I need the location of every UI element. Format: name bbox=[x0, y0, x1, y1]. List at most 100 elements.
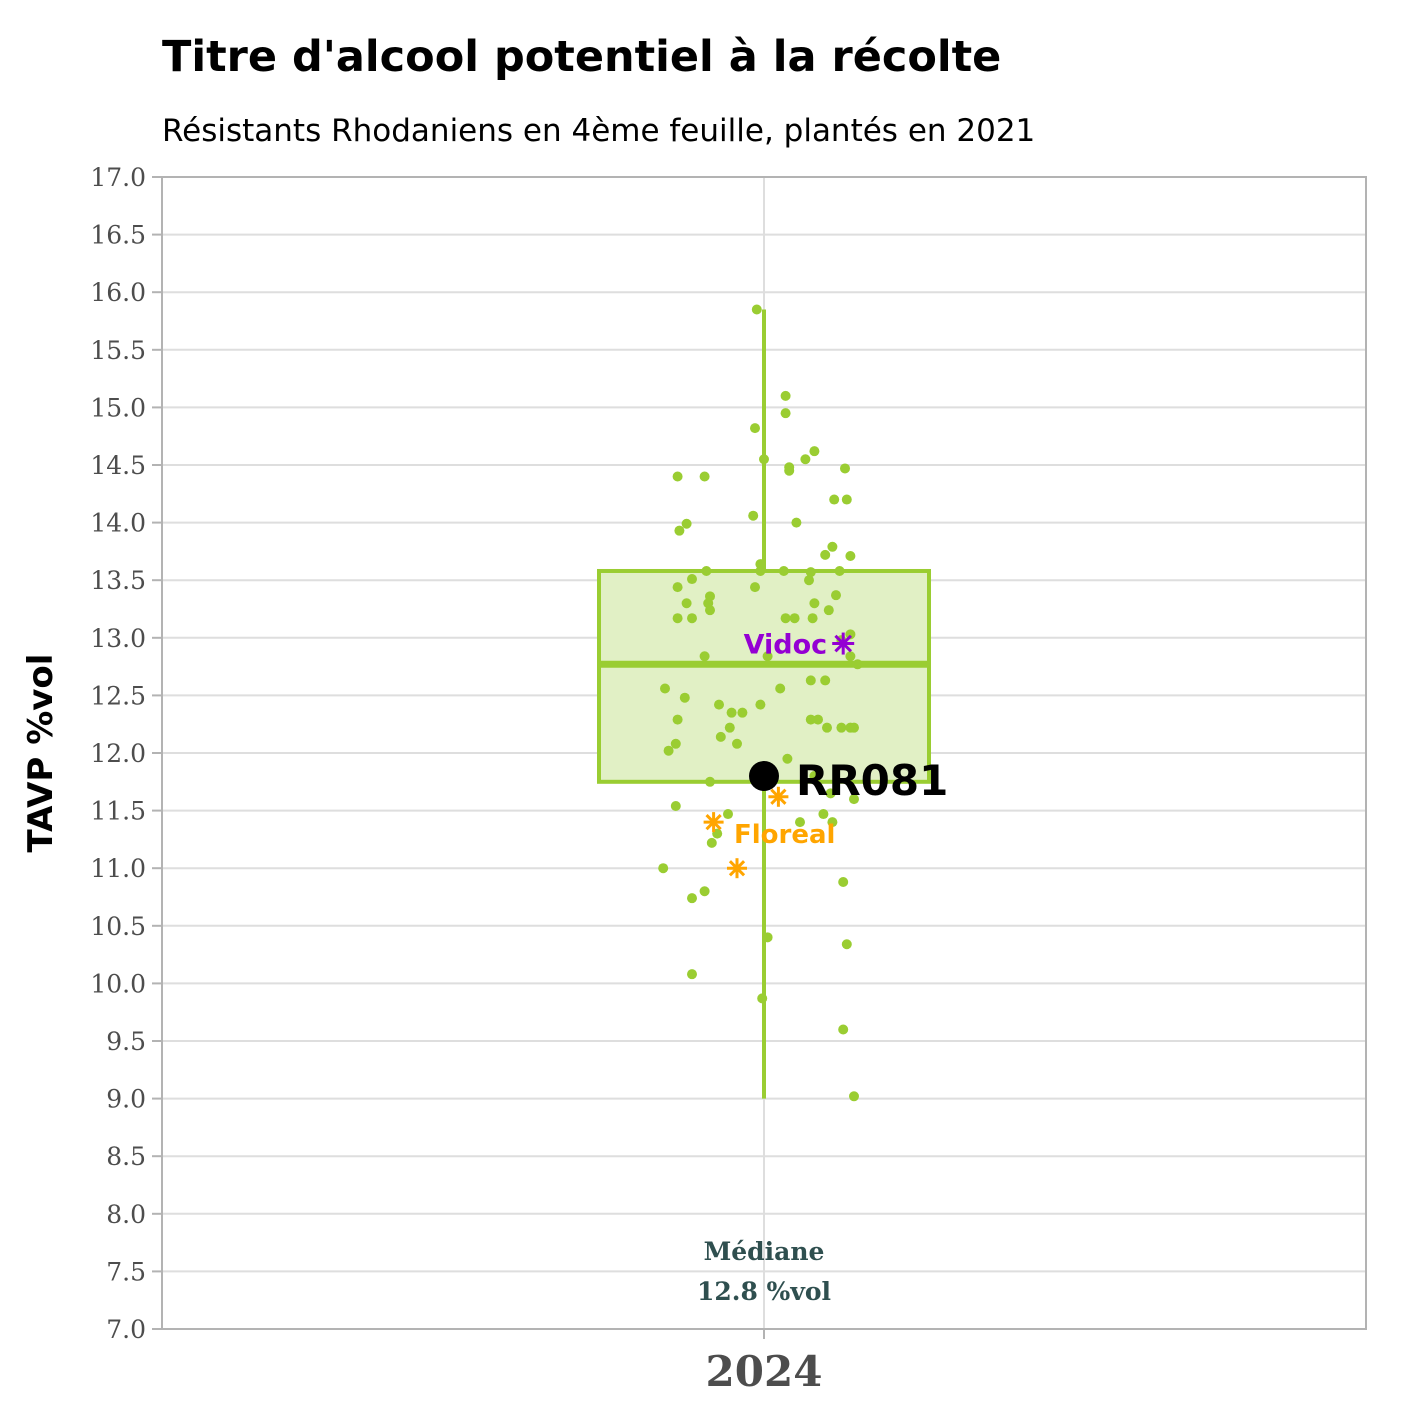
data-point bbox=[672, 471, 683, 482]
y-tick-label: 7.5 bbox=[106, 1257, 146, 1286]
y-tick-label: 10.5 bbox=[90, 912, 146, 941]
data-point bbox=[687, 893, 697, 904]
data-point bbox=[670, 800, 681, 811]
y-tick-label: 16.0 bbox=[90, 278, 146, 307]
data-point bbox=[714, 699, 724, 710]
data-point bbox=[705, 605, 715, 616]
data-point bbox=[672, 613, 683, 624]
vidoc-label: Vidoc bbox=[744, 630, 828, 661]
y-tick-label: 17.0 bbox=[90, 163, 146, 192]
data-point bbox=[681, 598, 692, 609]
x-tick-label: 2024 bbox=[706, 1347, 823, 1396]
highlight-label: RR081 bbox=[796, 756, 948, 805]
data-point bbox=[672, 714, 683, 725]
data-point bbox=[737, 707, 748, 718]
data-point bbox=[705, 776, 715, 787]
median-note-line1: Médiane bbox=[704, 1237, 825, 1266]
data-point bbox=[750, 582, 760, 593]
data-point bbox=[834, 565, 845, 576]
highlight-marker bbox=[749, 761, 779, 792]
data-point bbox=[726, 707, 737, 718]
data-point bbox=[825, 788, 836, 799]
y-tick-label: 9.5 bbox=[106, 1027, 146, 1056]
y-tick-label: 9.0 bbox=[106, 1085, 146, 1114]
data-point bbox=[762, 932, 773, 943]
data-point bbox=[838, 1024, 849, 1035]
data-point bbox=[852, 659, 863, 670]
data-point bbox=[820, 675, 831, 686]
data-point bbox=[818, 809, 829, 820]
data-point bbox=[849, 794, 859, 805]
data-point bbox=[782, 753, 793, 764]
data-point bbox=[807, 613, 818, 624]
data-point bbox=[804, 575, 814, 586]
y-tick-label: 11.0 bbox=[90, 854, 146, 883]
y-tick-label: 12.5 bbox=[90, 681, 146, 710]
data-point bbox=[687, 613, 697, 624]
data-point bbox=[687, 969, 697, 980]
data-point bbox=[674, 525, 685, 536]
data-point bbox=[780, 390, 791, 401]
data-point bbox=[748, 510, 759, 521]
floreal-label: Floreal bbox=[734, 820, 835, 850]
data-point bbox=[757, 993, 768, 1004]
y-tick-label: 8.0 bbox=[106, 1200, 146, 1229]
y-axis: 7.0 7.5 8.0 8.5 9.0 9.5 10.0 10.5 11.0 11.5 12.0 12… bbox=[90, 163, 822, 1396]
data-point bbox=[809, 598, 820, 609]
data-point bbox=[809, 771, 820, 782]
data-point bbox=[762, 651, 773, 662]
data-point bbox=[805, 567, 816, 578]
data-point bbox=[827, 541, 838, 552]
data-point bbox=[805, 714, 816, 725]
y-tick-label: 16.5 bbox=[90, 221, 146, 250]
data-point bbox=[715, 731, 726, 742]
data-point bbox=[800, 454, 811, 465]
chart-subtitle: Résistants Rhodaniens en 4ème feuille, p… bbox=[162, 113, 1036, 149]
data-point bbox=[750, 423, 760, 434]
vidoc-marker bbox=[832, 632, 855, 655]
data-point bbox=[838, 877, 849, 888]
data-point bbox=[849, 722, 859, 733]
data-point bbox=[841, 939, 852, 950]
data-point bbox=[831, 590, 841, 601]
data-point bbox=[840, 463, 850, 474]
y-tick-label: 12.0 bbox=[90, 739, 146, 768]
data-point bbox=[780, 408, 791, 419]
y-tick-label: 7.0 bbox=[106, 1315, 146, 1344]
data-point bbox=[791, 517, 802, 528]
data-point bbox=[841, 494, 852, 505]
data-point bbox=[663, 745, 674, 756]
data-point bbox=[795, 817, 805, 828]
y-tick-label: 8.5 bbox=[106, 1142, 146, 1171]
floreal-marker bbox=[727, 858, 747, 879]
data-point bbox=[706, 837, 717, 848]
floreal-marker bbox=[703, 812, 724, 833]
data-point bbox=[822, 722, 832, 733]
data-point bbox=[660, 683, 670, 694]
data-point bbox=[775, 683, 786, 694]
data-point bbox=[789, 613, 800, 624]
data-point bbox=[755, 559, 766, 570]
y-axis-title: TAVP %vol bbox=[21, 654, 61, 853]
y-tick-label: 13.0 bbox=[90, 624, 146, 653]
data-point bbox=[829, 494, 840, 505]
data-point bbox=[699, 471, 710, 482]
y-tick-label: 11.5 bbox=[90, 797, 146, 826]
data-point bbox=[732, 738, 742, 749]
data-point bbox=[823, 605, 834, 616]
data-point bbox=[755, 565, 766, 576]
data-point bbox=[809, 446, 820, 457]
y-tick-label: 10.0 bbox=[90, 969, 146, 998]
data-point bbox=[813, 714, 823, 725]
data-point bbox=[836, 722, 847, 733]
data-point bbox=[849, 1091, 859, 1102]
data-point bbox=[755, 699, 766, 710]
data-point bbox=[724, 722, 735, 733]
data-point bbox=[701, 565, 712, 576]
median-note-line2: 12.8 %vol bbox=[697, 1277, 831, 1306]
data-point bbox=[845, 651, 856, 662]
y-tick-label: 15.0 bbox=[90, 393, 146, 422]
data-point bbox=[699, 886, 710, 897]
data-point bbox=[820, 549, 831, 560]
